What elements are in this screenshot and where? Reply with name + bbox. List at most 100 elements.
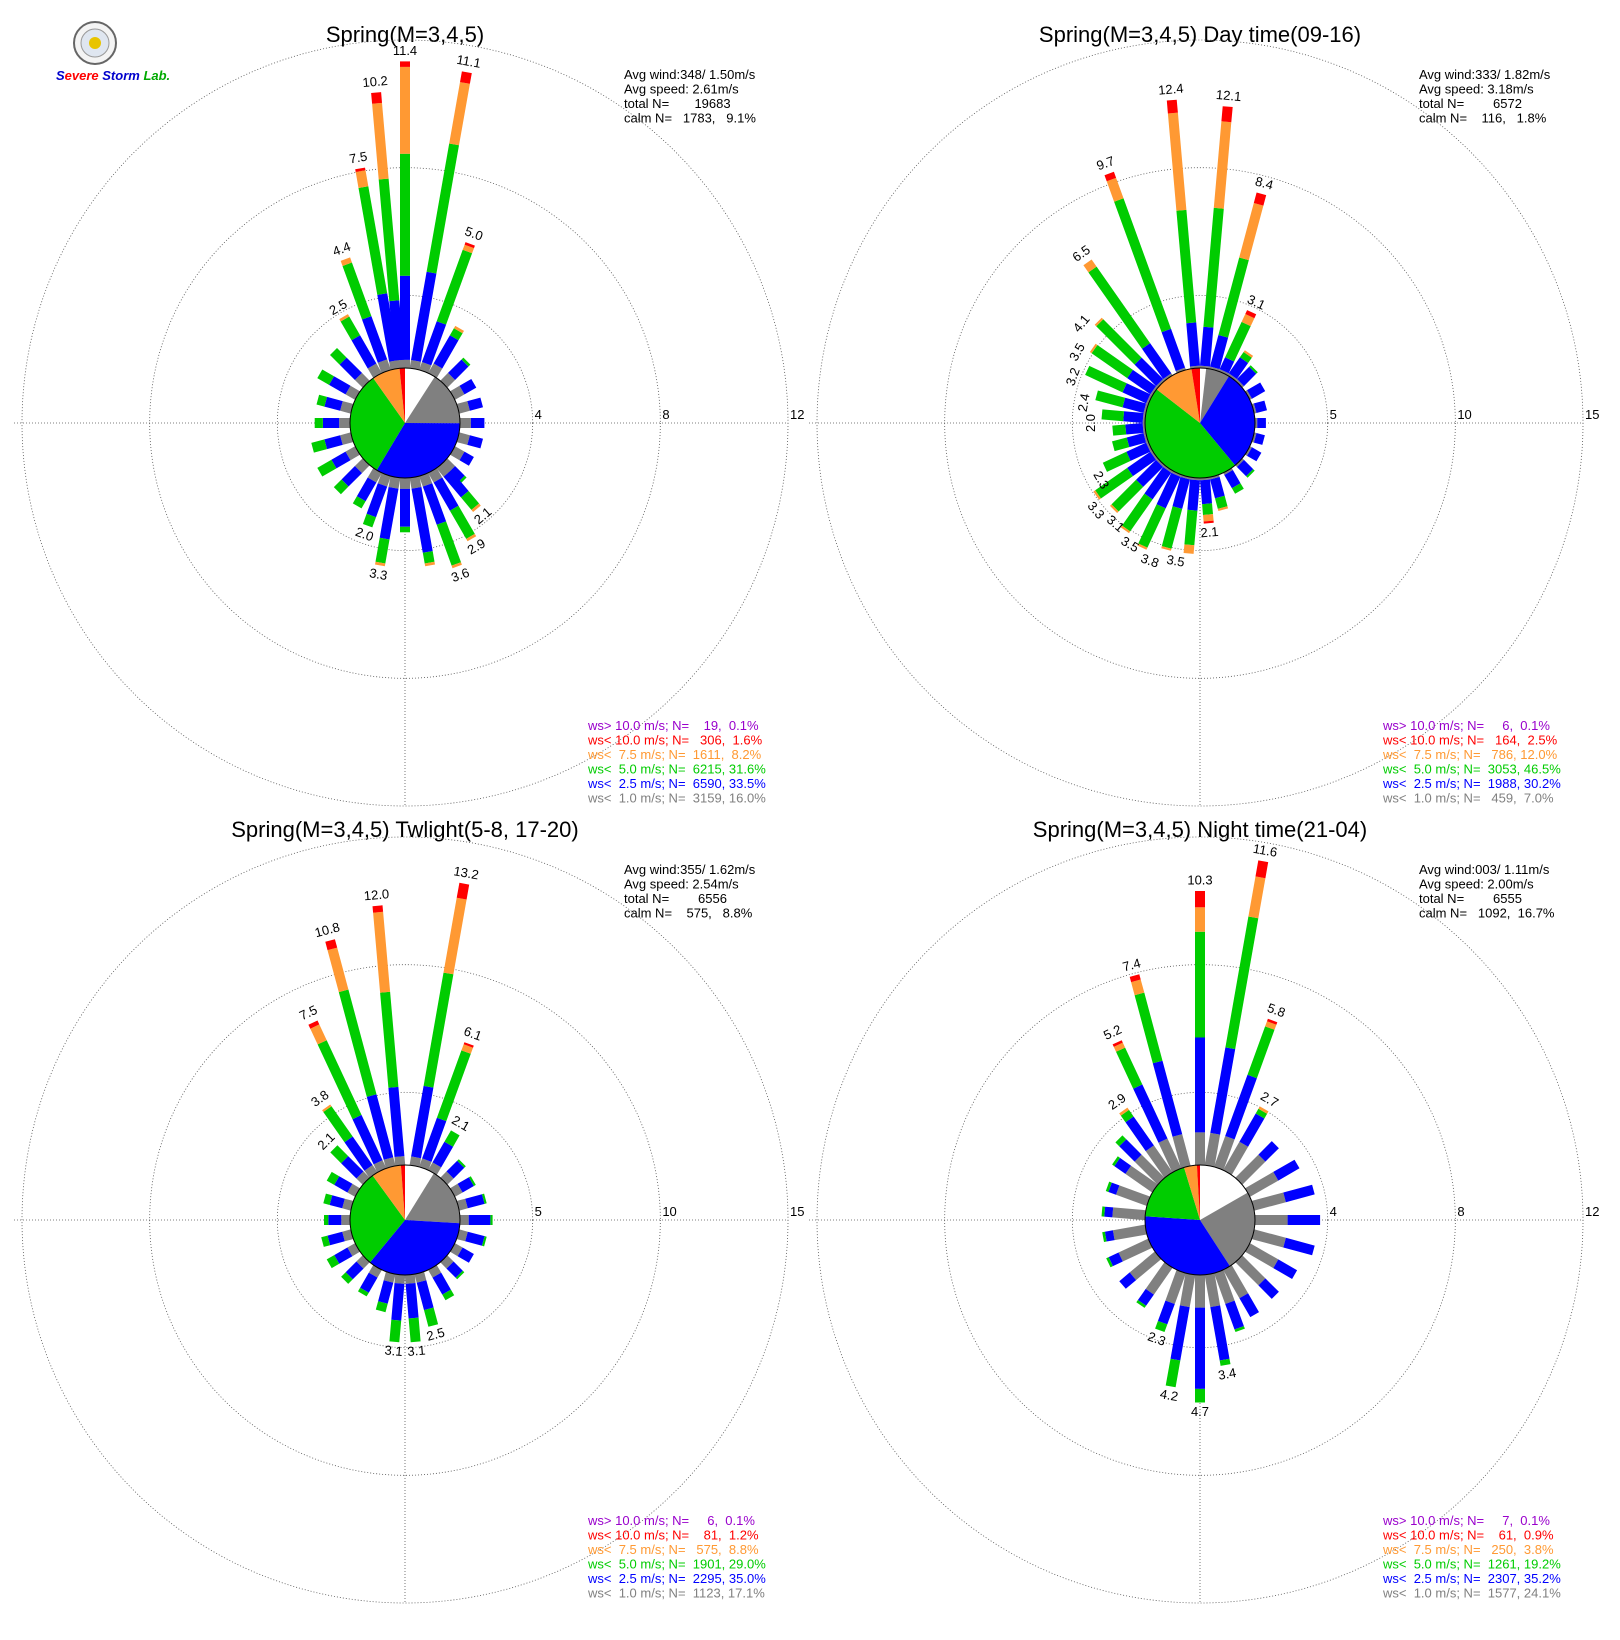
- wind-bar-segment: [1119, 1139, 1142, 1162]
- wind-bar-segment: [1095, 467, 1133, 499]
- wind-bar-segment: [456, 882, 470, 900]
- legend-entry: ws< 5.0 m/s; N= 3053, 46.5%: [1382, 762, 1561, 777]
- wind-bar-segment: [1172, 476, 1190, 509]
- wind-bar-segment: [1142, 343, 1172, 379]
- wind-bar-segment: [388, 476, 401, 489]
- bar-label: 3.6: [449, 565, 471, 585]
- wind-bar-segment: [1215, 495, 1228, 509]
- bar-label: 4.4: [330, 239, 352, 259]
- bar-label: 4.2: [1159, 1386, 1179, 1404]
- stat-total: total N= 6556: [624, 891, 727, 906]
- wind-bar-segment: [1106, 177, 1124, 202]
- stat-total: total N= 6555: [1419, 891, 1522, 906]
- wind-bar-segment: [1085, 365, 1127, 393]
- wind-bar-segment: [400, 61, 410, 67]
- wind-bar-segment: [1165, 1270, 1186, 1304]
- wind-bar-segment: [1209, 474, 1220, 480]
- wind-bar-segment: [426, 143, 459, 274]
- pie-slice: [372, 1165, 405, 1220]
- wind-bar-segment: [457, 1159, 466, 1168]
- wind-bar-segment: [345, 1261, 364, 1280]
- pie-slice: [1156, 368, 1200, 423]
- wind-bar-segment: [352, 496, 366, 509]
- wind-bar-segment: [411, 271, 437, 362]
- wind-bar-segment: [1258, 1278, 1279, 1299]
- stat-avg-speed: Avg speed: 2.54m/s: [624, 877, 739, 892]
- wind-bar-segment: [1091, 345, 1133, 379]
- wind-bar-segment: [1255, 1108, 1268, 1119]
- wind-bar-segment: [341, 1215, 350, 1225]
- wind-bar-segment: [409, 360, 421, 370]
- stat-avg-wind: Avg wind:355/ 1.62m/s: [624, 862, 756, 877]
- wind-bar-segment: [1158, 1138, 1182, 1173]
- wind-bar-segment: [1125, 1116, 1154, 1152]
- grid-ring: [276, 1091, 534, 1349]
- wind-bar-segment: [360, 1272, 378, 1293]
- legend-entry: ws< 2.5 m/s; N= 2295, 35.0%: [587, 1571, 766, 1586]
- pie-slice: [370, 1220, 460, 1276]
- wind-bar-segment: [1251, 432, 1257, 443]
- logo-text-part: Storm: [102, 68, 143, 83]
- wind-bar-segment: [344, 1136, 373, 1171]
- legend-entry: ws< 10.0 m/s; N= 61, 0.9%: [1382, 1528, 1554, 1543]
- wind-bar-segment: [446, 1261, 463, 1278]
- wind-bar-segment: [456, 432, 470, 445]
- wind-bar-segment: [1134, 992, 1163, 1064]
- wind-bar-segment: [468, 1176, 476, 1186]
- wind-bar-segment: [324, 435, 343, 450]
- wind-bar-segment: [333, 479, 349, 495]
- bar-label: 3.8: [1139, 550, 1161, 570]
- wind-bar-segment: [1231, 483, 1244, 494]
- bar-label: 7.4: [1121, 955, 1142, 974]
- wind-bar-segment: [1093, 490, 1101, 500]
- wind-bar-segment: [1251, 403, 1257, 414]
- wind-bar-segment: [372, 102, 389, 180]
- pie-slice: [400, 1165, 405, 1220]
- wind-bar-segment: [1203, 520, 1214, 524]
- wind-bar-segment: [327, 1231, 345, 1246]
- wind-bar-segment: [394, 1156, 406, 1166]
- wind-bar-segment: [389, 1319, 402, 1343]
- wind-bar-segment: [1122, 397, 1147, 413]
- wind-bar-segment: [310, 1024, 327, 1045]
- wind-bar-segment: [1145, 1262, 1173, 1295]
- wind-bar-segment: [1253, 400, 1267, 413]
- pie-outline: [1144, 367, 1256, 479]
- wind-bar-segment: [1200, 479, 1212, 505]
- wind-rose-panel-2: Spring(M=3,4,5) Day time(09-16) 5 10 15 12.4…: [809, 22, 1599, 807]
- wind-bar-segment: [383, 1271, 396, 1283]
- legend-entry: ws< 7.5 m/s; N= 575, 8.8%: [587, 1542, 759, 1557]
- wind-bar-segment: [421, 321, 447, 366]
- wind-bar-segment: [1102, 451, 1131, 472]
- wind-bar-segment: [1255, 418, 1258, 428]
- wind-bar-segment: [329, 1195, 345, 1209]
- wind-bar-segment: [1219, 357, 1235, 374]
- wind-bar-segment: [436, 1050, 471, 1122]
- wind-bar-segment: [341, 1272, 353, 1284]
- wind-bar-segment: [367, 363, 382, 378]
- wind-bar-segment: [367, 468, 382, 483]
- grid-ring: [276, 294, 534, 552]
- wind-bar-segment: [433, 477, 459, 511]
- wind-bar-segment: [440, 1255, 454, 1269]
- wind-bar-segment: [460, 1215, 469, 1225]
- wind-bar-segment: [326, 1171, 340, 1185]
- stat-calm: calm N= 1783, 9.1%: [624, 111, 756, 126]
- wind-bar-segment: [1111, 479, 1144, 512]
- pie-slice: [405, 376, 461, 424]
- stat-avg-wind: Avg wind:333/ 1.82m/s: [1419, 67, 1551, 82]
- wind-rose-panel-1: Spring(M=3,4,5) 4 8 12 11.4 11.1 5.0 3.3 2.0 3.6 2…: [14, 22, 804, 807]
- bar-label: 2.3: [1146, 1329, 1168, 1349]
- logo-text-part: evere: [65, 68, 103, 83]
- wind-bar-segment: [373, 911, 391, 993]
- wind-bar-segment: [411, 1085, 434, 1159]
- bar-label: 5.8: [1265, 1000, 1287, 1020]
- wind-bar-segment: [459, 451, 474, 466]
- ring-label: 8: [1457, 1204, 1464, 1219]
- wind-bar-segment: [450, 385, 465, 400]
- grid-ring: [816, 39, 1584, 807]
- wind-bar-segment: [1241, 314, 1255, 327]
- wind-bar-segment: [436, 249, 473, 325]
- wind-bar-segment: [1195, 1037, 1205, 1133]
- wind-bar-segment: [1224, 470, 1241, 489]
